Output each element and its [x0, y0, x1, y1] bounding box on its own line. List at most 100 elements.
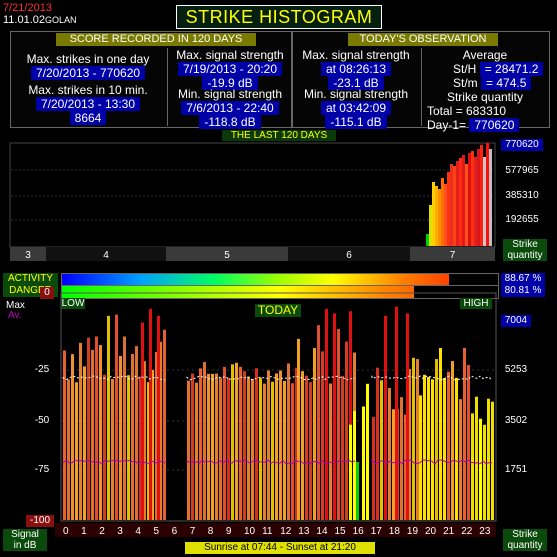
- average-label: Average: [462, 48, 508, 62]
- hour-bar: [416, 359, 419, 520]
- hour-bar: [151, 369, 154, 520]
- month-segment: [166, 247, 288, 261]
- hour-bar: [191, 373, 194, 520]
- strike-tick-0: 7004: [501, 315, 531, 327]
- hour-bar: [119, 355, 122, 520]
- hour-bar: [75, 382, 78, 520]
- hour-bar-yellow: [366, 383, 369, 520]
- hour-bar: [107, 315, 110, 520]
- hour-bar: [259, 377, 262, 520]
- hour-bar: [215, 373, 218, 520]
- activity-label: ACTIVITY: [3, 273, 58, 285]
- hour-bar: [341, 376, 344, 520]
- hour-label: 22: [461, 526, 473, 537]
- last120-tick-2: 385310: [505, 190, 539, 201]
- hour-bar: [443, 377, 446, 520]
- hour-bar-peak: [384, 315, 387, 520]
- min-signal-today-value: -115.1 dB: [325, 115, 387, 129]
- min-signal-120: Min. signal strength 7/6/2013 - 22:40 -1…: [169, 87, 291, 129]
- hour-bar: [159, 341, 162, 520]
- version-station: 11.01.02GOLAN: [3, 14, 77, 26]
- hour-bar-peak: [149, 308, 152, 520]
- month-segment: [46, 247, 166, 261]
- max-strikes-10min-label: Max. strikes in 10 min.: [28, 83, 148, 97]
- hour-label: 3: [117, 526, 123, 537]
- hour-bar: [301, 371, 304, 520]
- score-heading: SCORE RECORDED IN 120 DAYS: [56, 33, 256, 46]
- day-bar: [483, 157, 486, 246]
- day-bar: [426, 234, 429, 246]
- hour-label: 14: [316, 526, 328, 537]
- hour-bar: [455, 377, 458, 520]
- month-segment: [10, 247, 46, 261]
- hour-bar: [475, 396, 478, 520]
- low-label: LOW: [61, 298, 85, 309]
- max-signal-today-value: -23.1 dB: [328, 76, 384, 90]
- day-bar: [444, 184, 447, 246]
- last120-heading: THE LAST 120 DAYS: [222, 130, 336, 141]
- month-label: 6: [346, 250, 352, 261]
- max-strikes-10min-value: 8664: [69, 111, 107, 125]
- max-signal-120-date: 7/19/2013 - 20:20: [177, 62, 283, 76]
- hour-bar: [309, 382, 312, 520]
- strike-qty-label: Strike quantity: [446, 90, 524, 104]
- sth-value: = 28471.2: [479, 62, 544, 76]
- hour-bar: [459, 399, 462, 520]
- hour-bar: [267, 370, 270, 520]
- hour-bar: [463, 347, 466, 520]
- max-line: [371, 375, 493, 381]
- station-name: GOLAN: [45, 15, 77, 25]
- stm-label: St/m: [453, 76, 478, 90]
- max-signal-120-label: Max. signal strength: [176, 48, 284, 62]
- hour-bar-peak: [406, 313, 409, 520]
- hour-bar: [287, 363, 290, 520]
- day-bar: [429, 205, 432, 246]
- hour-bar: [71, 354, 74, 520]
- version: 11.01.02: [3, 14, 46, 26]
- hour-bar: [131, 353, 134, 520]
- average-block: Average St/H = 28471.2 St/m = 474.5 Stri…: [423, 48, 547, 132]
- max-signal-120-value: -19.9 dB: [202, 76, 258, 90]
- last120-tick-0: 770620: [501, 139, 543, 151]
- min-signal-today-label: Min. signal strength: [303, 87, 409, 101]
- hour-bar: [127, 375, 130, 520]
- hour-bar: [372, 416, 375, 520]
- hour-bar: [231, 364, 234, 520]
- hour-bar: [187, 380, 190, 520]
- hour-bar-peak: [349, 311, 352, 520]
- hour-bar: [271, 381, 274, 520]
- month-label: 5: [224, 250, 230, 261]
- activity-value: 88.67 %: [501, 273, 545, 285]
- hour-bar: [227, 377, 230, 520]
- month-label: 3: [25, 250, 31, 261]
- hour-label: 4: [135, 526, 141, 537]
- hour-bar: [255, 368, 258, 520]
- hour-bar: [317, 325, 320, 520]
- hour-bar: [337, 329, 340, 520]
- hour-bar: [111, 379, 114, 520]
- hour-bar: [408, 368, 411, 520]
- max-strikes-10min: Max. strikes in 10 min. 7/20/2013 - 13:3…: [13, 83, 163, 125]
- hour-bar: [491, 401, 494, 520]
- hour-bar: [103, 374, 106, 520]
- hour-bar: [451, 361, 454, 520]
- hour-bar: [313, 348, 316, 520]
- hour-label: 23: [479, 526, 491, 537]
- hour-label: 21: [443, 526, 455, 537]
- hour-label: 6: [172, 526, 178, 537]
- hour-bar: [467, 365, 470, 520]
- hour-bar: [305, 375, 308, 520]
- hour-bar: [91, 349, 94, 520]
- day-bar: [441, 178, 444, 246]
- sun-times: Sunrise at 07:44 - Sunset at 21:20: [185, 542, 375, 554]
- hour-bar: [295, 367, 298, 520]
- stm-value: = 474.5: [481, 76, 532, 90]
- strike-tick-3: 1751: [504, 464, 528, 475]
- hour-label: 8: [208, 526, 214, 537]
- hour-bar: [275, 373, 278, 520]
- average-line: [371, 458, 493, 465]
- today-frame: [60, 292, 497, 522]
- hour-bar: [235, 362, 238, 520]
- hour-label: 17: [371, 526, 383, 537]
